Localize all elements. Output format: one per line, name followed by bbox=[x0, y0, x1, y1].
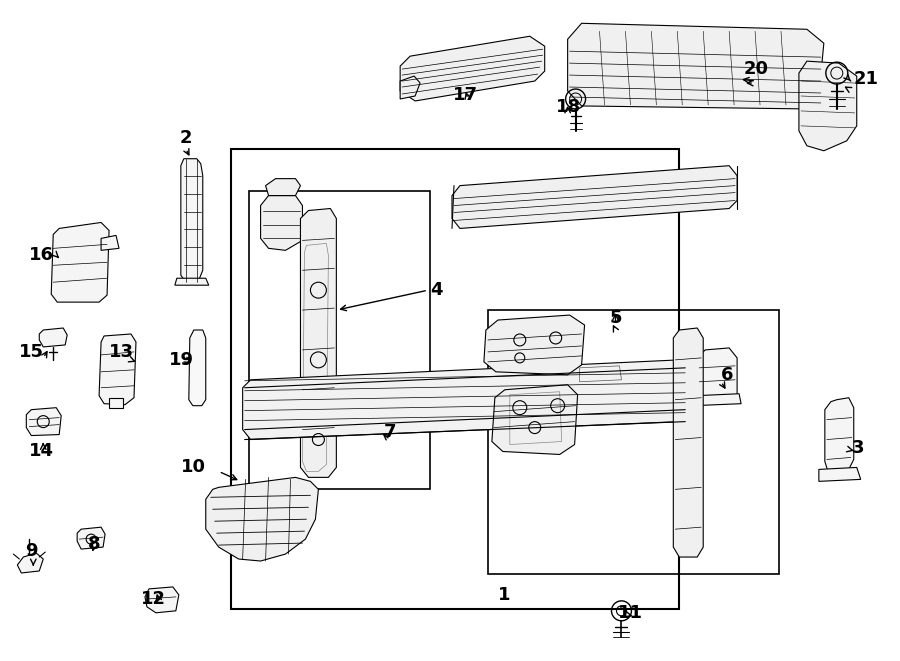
Text: 20: 20 bbox=[743, 60, 769, 78]
Polygon shape bbox=[492, 385, 578, 455]
Polygon shape bbox=[400, 36, 544, 101]
Polygon shape bbox=[189, 330, 206, 406]
Polygon shape bbox=[109, 398, 123, 408]
Polygon shape bbox=[824, 398, 854, 477]
Text: 9: 9 bbox=[25, 542, 38, 560]
Text: 6: 6 bbox=[721, 366, 734, 384]
Text: 3: 3 bbox=[851, 438, 864, 457]
Polygon shape bbox=[819, 467, 860, 481]
Polygon shape bbox=[26, 408, 61, 436]
Text: 11: 11 bbox=[617, 603, 643, 622]
Text: 12: 12 bbox=[141, 590, 166, 608]
Polygon shape bbox=[51, 223, 109, 302]
Polygon shape bbox=[266, 178, 301, 196]
Text: 15: 15 bbox=[19, 343, 44, 361]
Text: 14: 14 bbox=[29, 442, 54, 461]
Polygon shape bbox=[693, 394, 741, 406]
Text: 21: 21 bbox=[854, 70, 878, 88]
Polygon shape bbox=[99, 334, 136, 405]
Bar bbox=[488, 310, 779, 574]
Polygon shape bbox=[175, 278, 209, 285]
Text: 8: 8 bbox=[88, 535, 101, 553]
Polygon shape bbox=[568, 23, 824, 109]
Polygon shape bbox=[181, 159, 202, 282]
Bar bbox=[248, 190, 430, 489]
Polygon shape bbox=[301, 208, 337, 477]
Text: 17: 17 bbox=[453, 86, 478, 104]
Text: 7: 7 bbox=[384, 422, 396, 441]
Text: 2: 2 bbox=[180, 129, 192, 147]
Polygon shape bbox=[452, 166, 737, 229]
Text: 5: 5 bbox=[609, 309, 622, 327]
Polygon shape bbox=[673, 328, 703, 557]
Polygon shape bbox=[206, 477, 319, 561]
Polygon shape bbox=[17, 553, 43, 573]
Polygon shape bbox=[698, 348, 737, 402]
Text: 1: 1 bbox=[498, 586, 510, 604]
Polygon shape bbox=[101, 235, 119, 251]
Polygon shape bbox=[243, 360, 688, 440]
Polygon shape bbox=[484, 315, 585, 375]
Text: 13: 13 bbox=[109, 343, 133, 361]
Text: 19: 19 bbox=[169, 351, 194, 369]
Text: 10: 10 bbox=[181, 459, 206, 477]
Bar bbox=[230, 149, 680, 609]
Text: 16: 16 bbox=[30, 247, 54, 264]
Polygon shape bbox=[799, 61, 857, 151]
Text: 18: 18 bbox=[555, 98, 580, 116]
Polygon shape bbox=[77, 527, 105, 549]
Polygon shape bbox=[261, 196, 302, 251]
Polygon shape bbox=[145, 587, 179, 613]
Text: 4: 4 bbox=[430, 281, 443, 299]
Polygon shape bbox=[40, 328, 68, 347]
Polygon shape bbox=[400, 76, 420, 99]
